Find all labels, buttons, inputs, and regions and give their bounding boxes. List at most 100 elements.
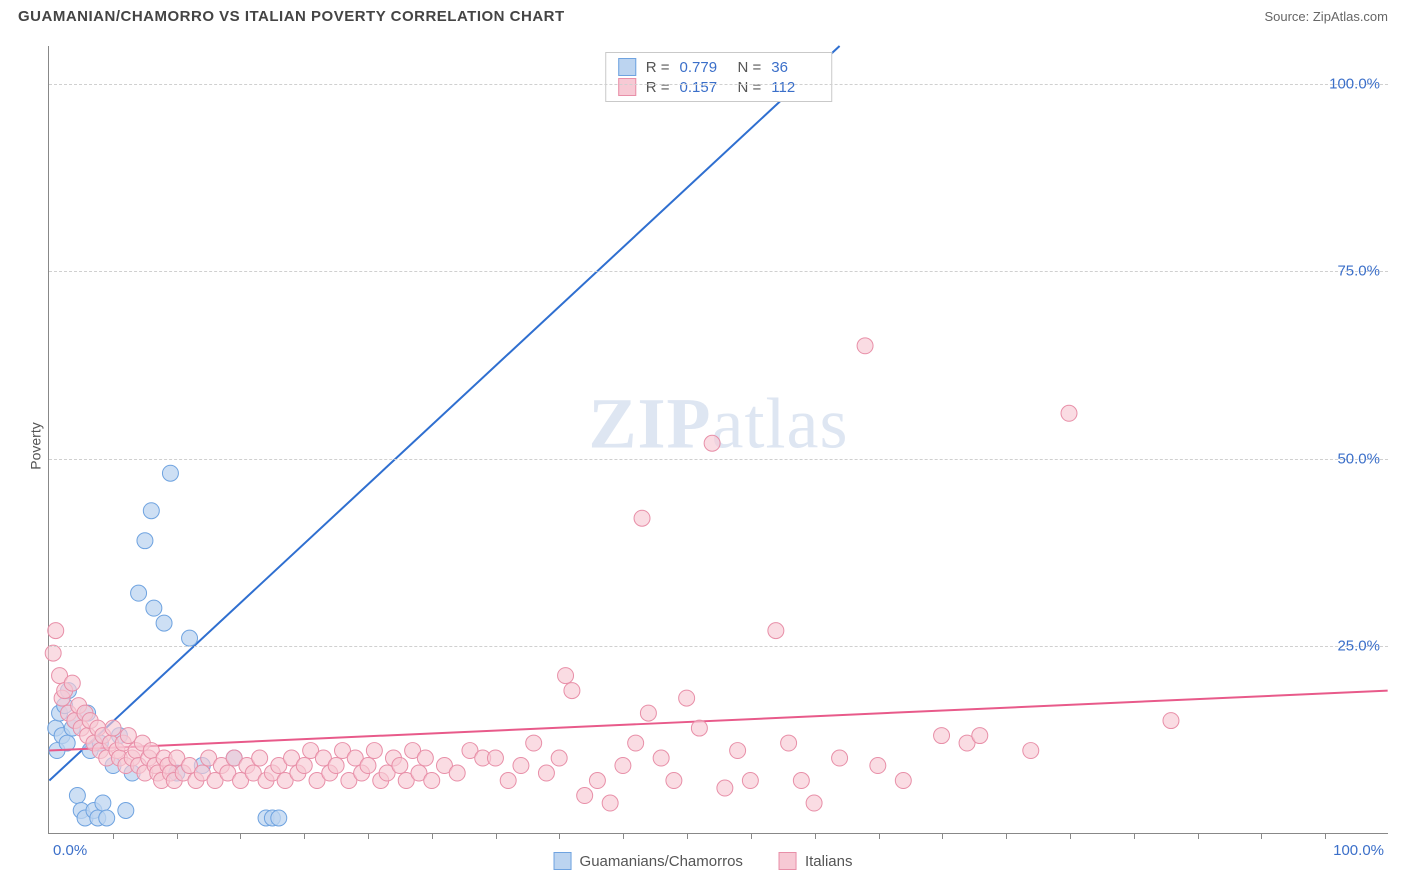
data-point-italians xyxy=(538,765,554,781)
data-point-guamanians xyxy=(156,615,172,631)
grid-line xyxy=(49,271,1388,272)
data-point-italians xyxy=(360,758,376,774)
x-tick xyxy=(1070,833,1071,839)
legend-correlation-box: R = 0.779 N = 36 R = 0.157 N = 112 xyxy=(605,52,833,102)
data-point-guamanians xyxy=(95,795,111,811)
data-point-guamanians xyxy=(137,533,153,549)
x-tick xyxy=(1325,833,1326,839)
data-point-italians xyxy=(392,758,408,774)
data-point-italians xyxy=(513,758,529,774)
legend-series-item: Italians xyxy=(779,852,853,870)
legend-r-label: R = xyxy=(646,79,670,96)
data-point-italians xyxy=(781,735,797,751)
data-point-italians xyxy=(666,773,682,789)
legend-correlation-row: R = 0.779 N = 36 xyxy=(618,57,820,77)
data-point-italians xyxy=(45,645,61,661)
data-point-italians xyxy=(449,765,465,781)
legend-r-value: 0.779 xyxy=(680,59,728,76)
data-point-italians xyxy=(48,623,64,639)
x-tick xyxy=(1006,833,1007,839)
data-point-guamanians xyxy=(146,600,162,616)
data-point-italians xyxy=(296,758,312,774)
legend-series: Guamanians/Chamorros Italians xyxy=(554,838,853,884)
legend-n-label: N = xyxy=(738,79,762,96)
x-tick xyxy=(368,833,369,839)
legend-series-label: Guamanians/Chamorros xyxy=(580,853,743,870)
data-point-guamanians xyxy=(271,810,287,826)
data-point-italians xyxy=(424,773,440,789)
x-tick xyxy=(879,833,880,839)
data-point-italians xyxy=(704,435,720,451)
source-label: Source: xyxy=(1264,9,1312,24)
legend-n-value: 112 xyxy=(771,79,819,96)
source-name: ZipAtlas.com xyxy=(1313,9,1388,24)
data-point-italians xyxy=(487,750,503,766)
x-tick xyxy=(942,833,943,839)
legend-swatch xyxy=(554,852,572,870)
chart-svg xyxy=(49,46,1388,833)
trend-line-guamanians xyxy=(49,46,839,781)
x-tick xyxy=(1198,833,1199,839)
grid-line xyxy=(49,459,1388,460)
data-point-guamanians xyxy=(143,503,159,519)
data-point-italians xyxy=(417,750,433,766)
data-point-italians xyxy=(577,788,593,804)
data-point-italians xyxy=(1061,405,1077,421)
x-tick xyxy=(432,833,433,839)
data-point-italians xyxy=(589,773,605,789)
data-point-italians xyxy=(120,728,136,744)
data-point-italians xyxy=(793,773,809,789)
data-point-italians xyxy=(730,743,746,759)
data-point-guamanians xyxy=(182,630,198,646)
data-point-italians xyxy=(691,720,707,736)
data-point-italians xyxy=(679,690,695,706)
data-point-italians xyxy=(558,668,574,684)
legend-n-value: 36 xyxy=(771,59,819,76)
legend-series-item: Guamanians/Chamorros xyxy=(554,852,743,870)
trend-line-italians xyxy=(49,691,1387,751)
data-point-italians xyxy=(768,623,784,639)
data-point-italians xyxy=(105,720,121,736)
data-point-guamanians xyxy=(118,803,134,819)
data-point-guamanians xyxy=(69,788,85,804)
data-point-italians xyxy=(615,758,631,774)
x-tick xyxy=(177,833,178,839)
data-point-italians xyxy=(564,683,580,699)
legend-series-label: Italians xyxy=(805,853,853,870)
data-point-italians xyxy=(64,675,80,691)
y-tick-label: 100.0% xyxy=(1329,75,1380,92)
legend-swatch xyxy=(618,58,636,76)
data-point-italians xyxy=(1023,743,1039,759)
data-point-italians xyxy=(526,735,542,751)
data-point-italians xyxy=(934,728,950,744)
grid-line xyxy=(49,84,1388,85)
data-point-italians xyxy=(857,338,873,354)
y-tick-label: 50.0% xyxy=(1337,450,1380,467)
x-tick xyxy=(1134,833,1135,839)
chart-title: GUAMANIAN/CHAMORRO VS ITALIAN POVERTY CO… xyxy=(18,8,565,25)
y-axis-label: Poverty xyxy=(28,422,44,469)
data-point-italians xyxy=(742,773,758,789)
legend-n-label: N = xyxy=(738,59,762,76)
plot-area: ZIPatlas R = 0.779 N = 36 R = 0.157 N = … xyxy=(48,46,1388,834)
data-point-italians xyxy=(806,795,822,811)
data-point-italians xyxy=(972,728,988,744)
x-tick xyxy=(304,833,305,839)
data-point-italians xyxy=(602,795,618,811)
data-point-italians xyxy=(717,780,733,796)
data-point-italians xyxy=(628,735,644,751)
x-tick xyxy=(113,833,114,839)
grid-line xyxy=(49,646,1388,647)
data-point-italians xyxy=(551,750,567,766)
x-tick xyxy=(1261,833,1262,839)
data-point-italians xyxy=(1163,713,1179,729)
plot-container: ZIPatlas R = 0.779 N = 36 R = 0.157 N = … xyxy=(48,46,1388,834)
x-tick xyxy=(240,833,241,839)
y-tick-label: 25.0% xyxy=(1337,638,1380,655)
y-tick-label: 75.0% xyxy=(1337,263,1380,280)
data-point-italians xyxy=(328,758,344,774)
data-point-italians xyxy=(500,773,516,789)
x-tick xyxy=(496,833,497,839)
data-point-italians xyxy=(252,750,268,766)
legend-r-value: 0.157 xyxy=(680,79,728,96)
